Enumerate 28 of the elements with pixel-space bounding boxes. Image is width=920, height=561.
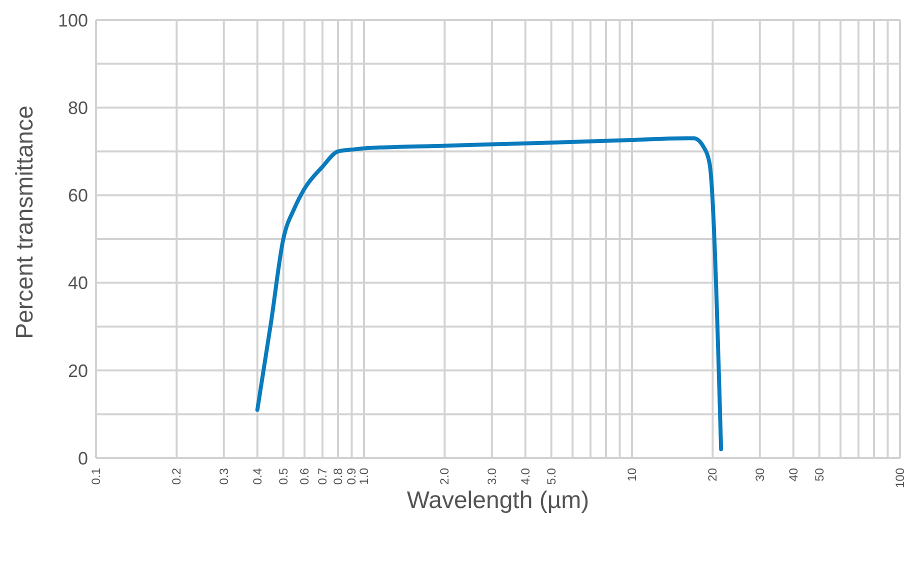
x-tick-label: 0.7 — [315, 468, 330, 485]
y-tick-label: 20 — [68, 360, 88, 381]
x-tick-label: 4.0 — [518, 468, 532, 485]
x-tick-label: 0.8 — [331, 468, 346, 485]
x-tick-label: 0.6 — [298, 468, 312, 485]
y-tick-label: 0 — [78, 448, 88, 468]
y-tick-label: 80 — [68, 98, 88, 118]
x-tick-label: 5.0 — [544, 468, 558, 485]
x-tick-label: 1.0 — [357, 468, 371, 485]
x-tick-label: 3.0 — [484, 468, 499, 485]
x-tick-label: 50 — [812, 468, 826, 482]
x-tick-label: 0.4 — [250, 468, 264, 485]
y-tick-label: 100 — [58, 10, 88, 30]
x-tick-label: 20 — [706, 468, 720, 482]
x-tick-label: 0.5 — [276, 468, 290, 485]
x-tick-label: 0.2 — [170, 468, 184, 485]
y-tick-label: 40 — [68, 273, 88, 294]
x-tick-label: 0.3 — [216, 468, 231, 485]
x-tick-label: 40 — [786, 468, 800, 482]
x-tick-label: 100 — [893, 468, 907, 488]
x-axis-title: Wavelength (µm) — [406, 487, 590, 514]
y-axis-title: Percent transmittance — [12, 106, 39, 339]
x-tick-label: 0.1 — [89, 468, 103, 485]
x-tick-label: 30 — [752, 468, 767, 482]
x-tick-label: 10 — [625, 468, 639, 482]
x-tick-label: 2.0 — [438, 468, 452, 485]
x-tick-label: 0.9 — [344, 468, 359, 485]
y-tick-label: 60 — [68, 186, 88, 206]
